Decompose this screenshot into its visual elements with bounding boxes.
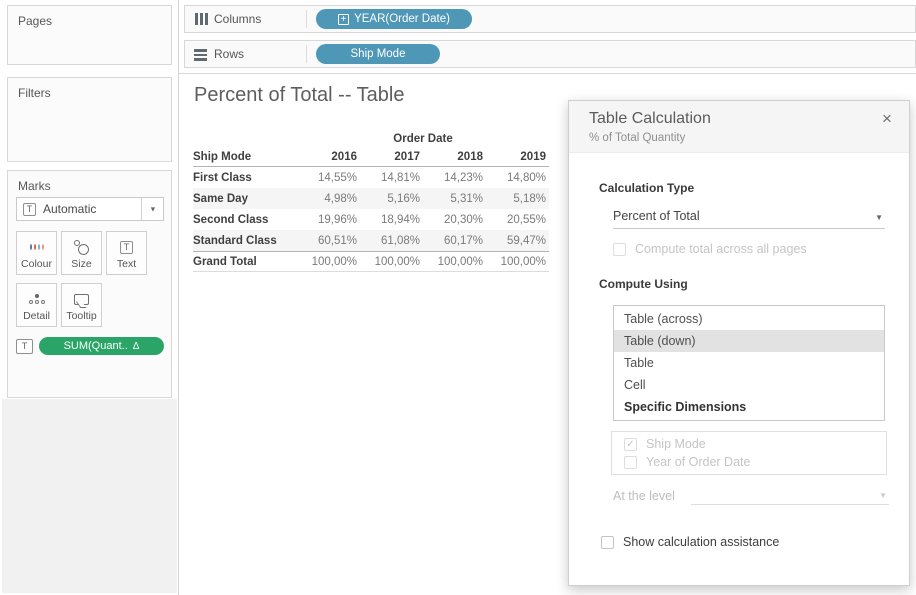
- filters-shelf-label: Filters: [18, 86, 51, 100]
- year-header: 2016: [331, 151, 357, 163]
- show-calculation-assistance-checkbox-row[interactable]: Show calculation assistance: [601, 535, 779, 549]
- crosstab-table: Order Date Ship Mode 2016 2017 2018 2019…: [193, 130, 549, 272]
- table-row[interactable]: First Class 14,55% 14,81% 14,23% 14,80%: [193, 171, 546, 184]
- text-encoding-icon: T: [16, 338, 33, 354]
- calculation-type-value: Percent of Total: [613, 209, 700, 223]
- dimension-pill-year-order-date[interactable]: + YEAR(Order Date): [316, 9, 472, 29]
- dimension-pill-ship-mode[interactable]: Ship Mode: [316, 44, 440, 64]
- checkbox-checked-icon: ✓: [624, 437, 637, 451]
- rows-shelf-label: Rows: [214, 47, 245, 61]
- chevron-down-icon: ▼: [148, 204, 157, 214]
- pages-shelf[interactable]: Pages: [7, 5, 172, 65]
- dialog-header: Table Calculation % of Total Quantity ×: [569, 101, 909, 153]
- compute-total-all-pages-checkbox-row: Compute total across all pages: [613, 242, 807, 256]
- marks-card: Marks T Automatic ▼ Colour Size T Text D…: [7, 170, 172, 398]
- calculation-type-dropdown[interactable]: Percent of Total ▼: [613, 205, 885, 229]
- columns-icon: [195, 13, 208, 25]
- year-header: 2017: [394, 151, 420, 163]
- columns-shelf[interactable]: Columns + YEAR(Order Date): [184, 5, 916, 33]
- at-the-level-dropdown: ▼: [691, 483, 889, 505]
- option-table[interactable]: Table: [624, 356, 654, 370]
- mark-type-dropdown-arrow[interactable]: ▼: [141, 198, 163, 220]
- compute-total-all-pages-label: Compute total across all pages: [635, 242, 807, 256]
- text-icon: T: [120, 236, 133, 258]
- calculation-type-label: Calculation Type: [599, 181, 695, 195]
- pages-shelf-label: Pages: [18, 14, 53, 28]
- marks-card-label: Marks: [18, 179, 51, 193]
- option-table-across[interactable]: Table (across): [624, 312, 703, 326]
- size-icon: [74, 236, 89, 258]
- option-table-down-selected[interactable]: Table (down): [614, 330, 884, 352]
- dialog-subtitle: % of Total Quantity: [589, 132, 686, 144]
- table-row[interactable]: Same Day 4,98% 5,16% 5,31% 5,18%: [193, 188, 549, 209]
- table-header-row: Ship Mode 2016 2017 2018 2019: [193, 148, 549, 167]
- year-header: 2019: [520, 151, 546, 163]
- columns-shelf-label: Columns: [214, 12, 262, 26]
- text-mark-icon: T: [23, 202, 36, 216]
- sidebar-backdrop: [2, 399, 177, 593]
- shelf-canvas-divider: [179, 73, 916, 74]
- checkbox-unchecked-icon[interactable]: [601, 535, 614, 549]
- rows-icon: [194, 49, 207, 61]
- grand-total-row[interactable]: Grand Total 100,00% 100,00% 100,00% 100,…: [193, 251, 549, 272]
- ship-mode-header: Ship Mode: [193, 151, 252, 163]
- measure-pill-sum-quantity[interactable]: SUM(Quant.. Δ: [39, 337, 164, 355]
- rows-shelf[interactable]: Rows Ship Mode: [184, 40, 916, 68]
- colour-button[interactable]: Colour: [16, 231, 57, 275]
- detail-button[interactable]: Detail: [16, 283, 57, 327]
- sidebar-divider: [178, 0, 179, 595]
- checkbox-unchecked-icon: [624, 455, 637, 469]
- table-row[interactable]: Second Class 19,96% 18,94% 20,30% 20,55%: [193, 213, 546, 226]
- tooltip-icon: [74, 288, 89, 310]
- tooltip-button[interactable]: Tooltip: [61, 283, 102, 327]
- shelf-separator: [306, 10, 307, 28]
- year-header: 2018: [457, 151, 483, 163]
- option-cell[interactable]: Cell: [624, 378, 646, 392]
- chevron-down-icon: ▼: [879, 491, 887, 500]
- colour-icon: [29, 236, 44, 258]
- chevron-down-icon: ▼: [875, 213, 883, 222]
- filters-shelf[interactable]: Filters: [7, 77, 172, 162]
- dimension-year-order-date-label: Year of Order Date: [646, 455, 751, 469]
- dialog-title: Table Calculation: [589, 110, 711, 127]
- mark-type-value: Automatic: [43, 202, 97, 216]
- table-calc-delta-icon: Δ: [132, 340, 140, 352]
- order-date-header: Order Date: [393, 133, 453, 145]
- marks-pill-row: T SUM(Quant.. Δ: [16, 337, 164, 355]
- dimension-year-order-date-row: Year of Order Date: [624, 455, 886, 469]
- checkbox-unchecked-icon: [613, 242, 626, 256]
- compute-using-listbox: Table (across) Table (down) Table Cell S…: [613, 305, 885, 421]
- text-button[interactable]: T Text: [106, 231, 147, 275]
- shelf-separator: [306, 45, 307, 63]
- table-calculation-dialog: Table Calculation % of Total Quantity × …: [568, 100, 910, 586]
- close-icon[interactable]: ×: [882, 109, 892, 128]
- detail-icon: [28, 288, 45, 310]
- dimension-ship-mode-row: ✓ Ship Mode: [624, 437, 886, 451]
- size-button[interactable]: Size: [61, 231, 102, 275]
- dimension-ship-mode-label: Ship Mode: [646, 437, 706, 451]
- expand-plus-icon[interactable]: +: [338, 13, 350, 25]
- compute-using-label: Compute Using: [599, 277, 688, 291]
- specific-dimensions-box: ✓ Ship Mode Year of Order Date: [611, 431, 887, 475]
- table-row[interactable]: Standard Class 60,51% 61,08% 60,17% 59,4…: [193, 230, 549, 251]
- mark-type-dropdown[interactable]: T Automatic ▼: [16, 197, 164, 221]
- option-specific-dimensions[interactable]: Specific Dimensions: [624, 400, 747, 414]
- show-calculation-assistance-label: Show calculation assistance: [623, 535, 780, 549]
- at-the-level-label: At the level: [613, 489, 675, 503]
- table-column-group-header: Order Date: [193, 130, 549, 148]
- sheet-title: Percent of Total -- Table: [194, 84, 405, 106]
